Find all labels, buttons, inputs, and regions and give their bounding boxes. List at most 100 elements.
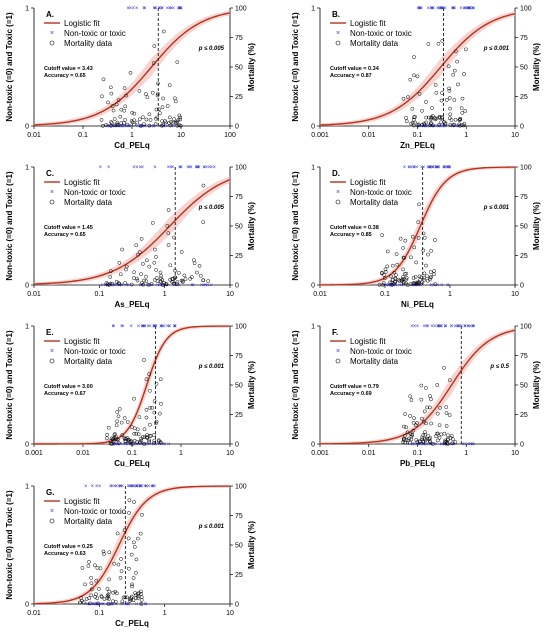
- mortality-point: [404, 115, 408, 120]
- mortality-point: [132, 545, 137, 549]
- binary-marker: ×: [134, 442, 138, 448]
- mortality-point: [172, 117, 176, 121]
- mortality-point: [123, 281, 128, 285]
- x-tick-label: 1: [464, 132, 468, 139]
- mortality-point: [401, 96, 406, 101]
- x-tick-label: 10: [226, 610, 234, 617]
- binary-marker: ×: [400, 283, 404, 289]
- mortality-point: [412, 115, 416, 120]
- x-tick-label: 0.1: [413, 132, 423, 139]
- binary-marker: ×: [413, 165, 417, 171]
- mortality-point: [397, 279, 402, 283]
- mortality-point: [429, 248, 434, 253]
- mortality-point: [167, 83, 172, 88]
- mortality-point: [423, 430, 427, 434]
- x-tick-label: 0.01: [27, 132, 41, 139]
- binary-marker: ×: [158, 6, 162, 12]
- binary-marker: ×: [112, 442, 116, 448]
- binary-marker: ×: [437, 6, 441, 12]
- x-tick-label: 1: [464, 450, 468, 457]
- fit-confidence-band: [320, 327, 515, 444]
- mortality-point: [438, 116, 442, 120]
- binary-marker: ×: [144, 442, 148, 448]
- mortality-point: [123, 595, 128, 600]
- mortality-point: [448, 122, 453, 127]
- mortality-point: [166, 231, 171, 235]
- mortality-point: [451, 437, 455, 441]
- binary-marker: ×: [431, 165, 435, 171]
- mortality-point: [159, 401, 163, 406]
- panel-label: B.: [332, 10, 340, 19]
- legend-binary-swatch: ×: [336, 348, 340, 355]
- mortality-point: [139, 595, 144, 599]
- binary-marker: ×: [101, 602, 105, 608]
- binary-marker: ×: [139, 165, 143, 171]
- y-tick-label: 0: [25, 602, 29, 609]
- binary-marker: ×: [100, 283, 104, 289]
- legend-binary-label: Non-toxic or toxic: [350, 188, 412, 197]
- mortality-point: [135, 120, 140, 125]
- binary-marker: ×: [432, 124, 436, 130]
- mortality-point: [448, 436, 453, 440]
- mortality-point: [115, 437, 120, 442]
- mortality-point: [447, 88, 452, 93]
- mortality-point: [100, 94, 104, 99]
- binary-marker: ×: [438, 324, 442, 330]
- x-tick-label: 10: [511, 132, 519, 139]
- mortality-point: [380, 270, 384, 275]
- binary-marker: ×: [471, 6, 475, 12]
- binary-marker: ×: [422, 442, 426, 448]
- y2-tick-label: 100: [235, 324, 247, 331]
- p-value-label: p ≤ 0.5: [489, 364, 509, 370]
- binary-marker: ×: [387, 283, 391, 289]
- mortality-point: [451, 72, 456, 77]
- y2-tick-label: 75: [235, 194, 243, 201]
- binary-marker: ×: [456, 324, 460, 330]
- binary-marker: ×: [172, 283, 176, 289]
- binary-marker: ×: [420, 442, 424, 448]
- binary-marker: ×: [125, 602, 129, 608]
- mortality-point: [142, 435, 147, 439]
- mortality-point: [147, 440, 151, 444]
- mortality-point: [96, 601, 100, 606]
- y-tick-label: 1: [311, 6, 315, 13]
- mortality-point: [452, 68, 457, 73]
- mortality-point: [388, 280, 392, 285]
- binary-marker: ×: [104, 283, 108, 289]
- binary-marker: ×: [419, 283, 423, 289]
- mortality-point: [160, 278, 165, 282]
- mortality-point: [114, 279, 119, 284]
- mortality-point: [109, 91, 114, 96]
- mortality-point: [414, 423, 418, 427]
- mortality-point: [102, 597, 107, 601]
- binary-marker: ×: [410, 283, 414, 289]
- binary-marker: ×: [154, 324, 158, 330]
- y2-tick-label: 0: [235, 283, 239, 290]
- mortality-point: [414, 260, 419, 265]
- mortality-point: [424, 115, 429, 120]
- mortality-point: [424, 263, 428, 268]
- legend-mortality-swatch: [49, 358, 55, 364]
- mortality-point: [135, 278, 140, 283]
- y2-tick-label: 50: [235, 65, 243, 72]
- binary-marker: ×: [162, 442, 166, 448]
- y2-tick-label: 0: [520, 442, 524, 449]
- binary-marker: ×: [186, 165, 190, 171]
- binary-marker: ×: [138, 484, 142, 490]
- mortality-point: [125, 122, 130, 127]
- legend-mortality-label: Mortality data: [64, 39, 113, 48]
- binary-marker: ×: [123, 124, 127, 130]
- binary-marker: ×: [127, 124, 131, 130]
- binary-marker: ×: [467, 324, 471, 330]
- binary-marker: ×: [110, 602, 114, 608]
- y-tick-label: 1: [25, 165, 29, 172]
- mortality-point: [453, 49, 458, 54]
- binary-marker: ×: [416, 442, 420, 448]
- x-axis-title: Cr_PELq: [115, 619, 149, 628]
- mortality-point: [130, 582, 134, 587]
- binary-marker: ×: [111, 602, 115, 608]
- y-tick-label: 0: [25, 442, 29, 449]
- binary-marker: ×: [402, 283, 406, 289]
- binary-marker: ×: [446, 283, 450, 289]
- binary-marker: ×: [432, 283, 436, 289]
